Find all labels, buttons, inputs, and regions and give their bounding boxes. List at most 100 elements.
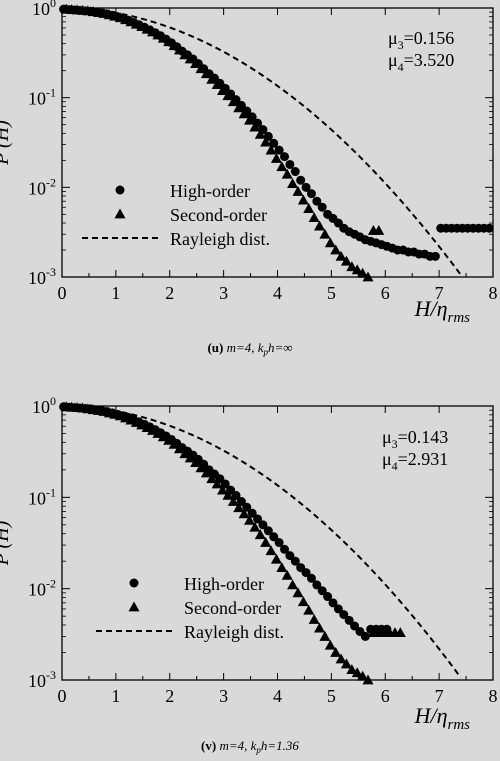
high-order-point bbox=[360, 631, 370, 641]
second-order-point bbox=[168, 438, 180, 449]
legend-label: High-order bbox=[170, 181, 250, 201]
second-order-point bbox=[200, 467, 212, 478]
second-order-point bbox=[373, 225, 385, 235]
second-order-point bbox=[270, 152, 282, 163]
high-order-point bbox=[285, 551, 295, 561]
x-tick-label: 3 bbox=[219, 686, 228, 706]
second-order-point bbox=[314, 622, 326, 633]
second-order-point bbox=[195, 462, 207, 473]
second-order-point bbox=[351, 667, 363, 678]
x-tick-label: 5 bbox=[327, 686, 336, 706]
high-order-point bbox=[269, 532, 279, 542]
second-order-point bbox=[157, 32, 169, 43]
second-order-point bbox=[265, 144, 277, 155]
x-tick-label: 4 bbox=[273, 686, 282, 706]
second-order-point bbox=[346, 261, 358, 272]
high-order-point bbox=[263, 526, 273, 536]
second-order-point bbox=[190, 58, 202, 68]
high-order-point bbox=[296, 175, 306, 185]
high-order-point bbox=[430, 251, 440, 261]
second-order-point bbox=[292, 185, 304, 196]
second-order-point bbox=[195, 63, 207, 74]
second-order-point bbox=[243, 114, 255, 125]
high-order-point bbox=[306, 189, 316, 199]
second-order-point bbox=[173, 44, 185, 55]
second-order-point bbox=[163, 36, 175, 47]
high-order-point bbox=[339, 610, 349, 620]
y-tick-label: 100 bbox=[32, 394, 56, 417]
second-order-point bbox=[233, 502, 245, 513]
second-order-point bbox=[147, 26, 159, 37]
high-order-point bbox=[323, 592, 333, 602]
high-order-point bbox=[301, 568, 311, 578]
second-order-point bbox=[249, 121, 261, 132]
y-tick-label: 10-3 bbox=[28, 265, 56, 288]
high-order-point bbox=[312, 196, 322, 206]
second-order-point bbox=[297, 194, 309, 205]
high-order-point bbox=[290, 556, 300, 566]
second-order-point bbox=[270, 553, 282, 564]
high-order-point bbox=[301, 182, 311, 192]
second-order-point bbox=[147, 424, 159, 435]
y-tick-label: 10-1 bbox=[28, 485, 56, 508]
second-order-point bbox=[243, 514, 255, 525]
second-order-point bbox=[297, 596, 309, 607]
second-order-point bbox=[227, 96, 239, 107]
second-order-point bbox=[222, 489, 234, 500]
y-tick-label: 100 bbox=[32, 0, 56, 19]
y-tick-label: 10-2 bbox=[28, 175, 56, 198]
second-order-point bbox=[287, 178, 299, 189]
x-tick-label: 0 bbox=[58, 283, 67, 303]
legend-label: Second-order bbox=[170, 205, 267, 225]
second-order-point bbox=[340, 255, 352, 266]
second-order-point bbox=[265, 545, 277, 556]
high-order-point bbox=[328, 598, 338, 608]
second-order-point bbox=[303, 203, 315, 213]
x-tick-label: 1 bbox=[111, 283, 120, 303]
second-order-point bbox=[276, 161, 288, 172]
legend-marker-circle bbox=[115, 185, 125, 195]
second-order-point bbox=[173, 443, 185, 454]
y-tick-label: 10-2 bbox=[28, 577, 56, 600]
high-order-point bbox=[274, 538, 284, 548]
second-order-point bbox=[292, 587, 304, 598]
moment-stat: μ4=3.520 bbox=[388, 50, 454, 74]
legend-marker-triangle bbox=[128, 601, 140, 612]
second-order-point bbox=[308, 212, 320, 222]
x-tick-label: 2 bbox=[165, 283, 174, 303]
high-order-point bbox=[280, 152, 290, 162]
second-order-point bbox=[362, 674, 374, 685]
x-tick-label: 8 bbox=[489, 283, 498, 303]
panel-caption: (v) m=4, kph=1.36 bbox=[201, 738, 299, 755]
high-order-point bbox=[280, 544, 290, 554]
second-order-point bbox=[217, 484, 229, 495]
second-order-point bbox=[190, 457, 202, 468]
x-tick-label: 4 bbox=[273, 283, 282, 303]
high-order-point bbox=[317, 586, 327, 596]
second-order-point bbox=[152, 427, 164, 438]
x-tick-label: 7 bbox=[435, 283, 444, 303]
second-order-point bbox=[340, 658, 352, 669]
high-order-point bbox=[253, 514, 263, 524]
second-order-point bbox=[319, 630, 331, 641]
second-order-point bbox=[394, 627, 406, 638]
second-order-point bbox=[206, 473, 218, 484]
second-order-point bbox=[249, 521, 261, 532]
x-tick-label: 8 bbox=[489, 686, 498, 706]
second-order-point bbox=[335, 250, 347, 261]
second-order-point bbox=[238, 508, 250, 519]
moment-stat: μ3=0.156 bbox=[388, 28, 454, 52]
second-order-point bbox=[211, 478, 223, 489]
second-order-point bbox=[222, 90, 234, 101]
high-order-point bbox=[285, 159, 295, 169]
high-order-point bbox=[306, 573, 316, 583]
rayleigh-curve bbox=[61, 7, 462, 276]
second-order-point bbox=[179, 49, 191, 60]
chart-panel-2: 0 1 2 3 4 5 6 7 8 100 10-1 10-2 10-3 P (H) H/ηrms μ3=0.… bbox=[0, 394, 498, 755]
second-order-point bbox=[157, 431, 169, 442]
x-axis-label: H/ηrms bbox=[414, 296, 471, 326]
y-tick-label: 10-1 bbox=[28, 86, 56, 109]
second-order-point bbox=[141, 422, 153, 433]
x-axis-label: H/ηrms bbox=[414, 703, 471, 733]
